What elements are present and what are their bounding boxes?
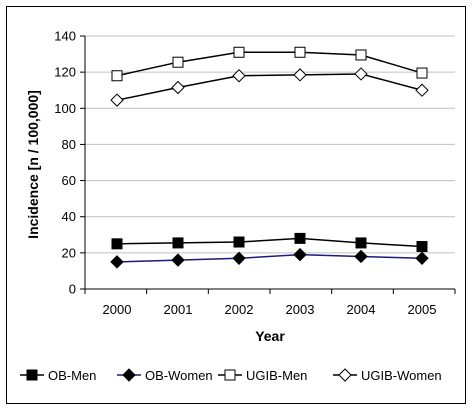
data-point-ob-women <box>171 253 185 267</box>
data-point-ob-women <box>293 247 307 262</box>
data-point-ugib-women <box>415 83 429 97</box>
y-tick-label: 80 <box>62 137 76 152</box>
data-point-ob-women <box>232 251 246 265</box>
data-point-ugib-men <box>172 56 184 68</box>
data-point-ob-men <box>416 241 428 253</box>
x-tick-label: 2004 <box>347 302 376 317</box>
data-point-ob-women <box>354 249 368 264</box>
data-point-ob-men <box>172 237 184 249</box>
x-axis-title: Year <box>255 328 285 344</box>
legend-marker <box>338 368 352 382</box>
data-point-ob-men <box>233 236 245 248</box>
data-point-ugib-women <box>293 68 307 82</box>
legend-item-ob-men: OB-Men <box>20 368 96 383</box>
data-point-ugib-women <box>171 80 185 95</box>
y-tick-label: 120 <box>54 65 76 80</box>
gridlines <box>85 35 455 254</box>
x-tick-label: 2000 <box>103 302 132 317</box>
series-ob-men <box>111 232 428 253</box>
legend-label: UGIB-Women <box>361 368 442 383</box>
data-point-ugib-men <box>294 46 306 58</box>
series-ugib-women <box>110 67 429 107</box>
y-axis-title: Incidence [n / 100,000] <box>25 90 41 239</box>
data-point-ugib-men <box>416 67 428 79</box>
x-tick-label: 2002 <box>225 302 254 317</box>
legend-label: OB-Men <box>48 368 96 383</box>
data-point-ugib-women <box>110 93 124 107</box>
x-tick-label: 2001 <box>164 302 193 317</box>
y-tick-label: 40 <box>62 209 76 224</box>
series-line-ugib-men <box>116 51 423 77</box>
series-line-ob-men <box>116 237 423 248</box>
data-point-ob-men <box>355 237 367 249</box>
y-tick-label: 100 <box>54 101 76 116</box>
data-point-ob-women <box>110 255 124 269</box>
legend-item-ugib-women: UGIB-Women <box>333 368 442 383</box>
axes: 0 20 40 60 80 100 120 140 2000 2001 2002 2003 2004 20… <box>54 29 456 317</box>
legend-marker <box>122 368 136 382</box>
legend-item-ob-women: OB-Women <box>117 368 213 383</box>
series-line-ob-women <box>116 253 423 263</box>
legend-label: UGIB-Men <box>246 368 307 383</box>
series-ugib-men <box>111 46 428 82</box>
y-tick-label: 20 <box>62 245 76 260</box>
legend-item-ugib-men: UGIB-Men <box>218 368 307 383</box>
data-point-ob-women <box>415 251 429 265</box>
legend-marker <box>26 369 38 381</box>
data-point-ugib-men <box>233 46 245 58</box>
y-tick-label: 60 <box>62 173 76 188</box>
data-point-ugib-men <box>111 70 123 82</box>
legend: OB-Men OB-Women UGIB-Men UGIB-Women <box>20 368 442 383</box>
series-ob-women <box>110 247 429 269</box>
x-tick-label: 2003 <box>286 302 315 317</box>
data-point-ugib-women <box>354 67 368 81</box>
series-line-ugib-women <box>116 73 423 101</box>
series-group <box>110 46 429 269</box>
data-point-ugib-men <box>355 49 367 61</box>
y-tick-label: 140 <box>54 29 76 44</box>
data-point-ob-men <box>111 238 123 250</box>
legend-label: OB-Women <box>145 368 213 383</box>
data-point-ob-men <box>294 232 306 244</box>
y-tick-label: 0 <box>69 282 76 297</box>
x-tick-label: 2005 <box>408 302 437 317</box>
legend-marker <box>224 369 236 381</box>
data-point-ugib-women <box>232 69 246 83</box>
